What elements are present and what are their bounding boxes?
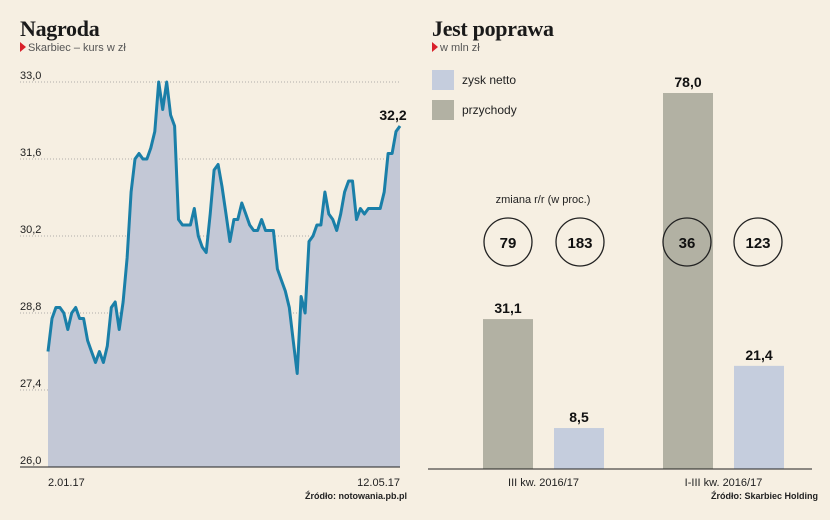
last-value-label: 32,2 xyxy=(379,107,406,123)
left-subtitle-text: Skarbiec – kurs w zł xyxy=(28,42,126,54)
y-tick-label: 26,0 xyxy=(20,455,41,467)
y-tick-label: 30,2 xyxy=(20,224,41,236)
red-triangle-icon xyxy=(20,42,26,52)
bar-value-label: 8,5 xyxy=(569,409,589,425)
bar xyxy=(483,319,533,469)
left-source: Źródło: notowania.pb.pl xyxy=(305,491,407,501)
right-source: Źródło: Skarbiec Holding xyxy=(711,491,819,501)
change-value: 79 xyxy=(500,235,517,252)
legend-label: przychody xyxy=(462,103,517,117)
stock-price-chart: 33,0 31,6 30,2 28,8 27,4 26,0 2.01.17 12.05.17 3… xyxy=(20,70,407,489)
y-tick-label: 31,6 xyxy=(20,147,41,159)
change-rr-label: zmiana r/r (w proc.) xyxy=(496,194,591,206)
category-label: III kw. 2016/17 xyxy=(508,477,579,489)
legend-label: zysk netto xyxy=(462,73,516,87)
x-end-label: 12.05.17 xyxy=(357,477,400,489)
category-label: I-III kw. 2016/17 xyxy=(685,477,763,489)
bar xyxy=(663,93,713,469)
y-tick-label: 28,8 xyxy=(20,301,41,313)
bar xyxy=(734,365,784,469)
y-tick-label: 33,0 xyxy=(20,70,41,82)
left-chart-title: Nagroda xyxy=(20,16,100,41)
right-chart-title: Jest poprawa xyxy=(432,16,554,41)
bar xyxy=(554,428,604,469)
change-value: 123 xyxy=(745,235,770,252)
legend-swatch xyxy=(432,100,454,120)
change-circle xyxy=(483,217,533,267)
change-circle xyxy=(733,217,783,267)
change-value: 36 xyxy=(679,235,696,252)
change-value: 183 xyxy=(567,235,592,252)
red-triangle-icon xyxy=(432,42,438,52)
price-line xyxy=(46,80,402,375)
x-start-label: 2.01.17 xyxy=(48,477,85,489)
right-chart-subtitle: w mln zł xyxy=(432,42,480,54)
bar-value-label: 31,1 xyxy=(494,300,521,316)
change-circle xyxy=(555,217,605,267)
bar-value-label: 21,4 xyxy=(745,347,772,363)
bar-value-label: 78,0 xyxy=(674,74,701,90)
change-circle xyxy=(662,217,712,267)
price-area xyxy=(48,82,400,467)
right-subtitle-text: w mln zł xyxy=(440,42,480,54)
financial-bar-chart: zysk netto przychody 31,1 78,0 8,5 21,4 III kw… xyxy=(428,70,812,489)
left-chart-subtitle: Skarbiec – kurs w zł xyxy=(20,42,126,54)
legend-swatch xyxy=(432,70,454,90)
y-tick-label: 27,4 xyxy=(20,378,41,390)
